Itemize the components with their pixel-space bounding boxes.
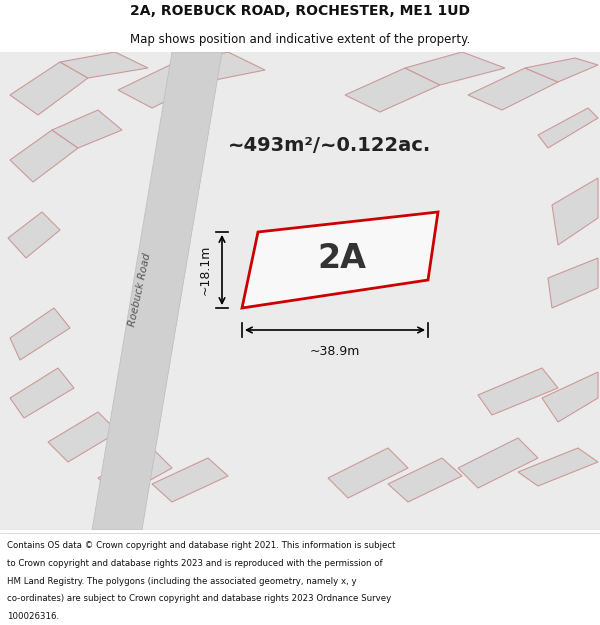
Text: to Crown copyright and database rights 2023 and is reproduced with the permissio: to Crown copyright and database rights 2… bbox=[7, 559, 383, 568]
Polygon shape bbox=[242, 212, 438, 308]
Text: ~18.1m: ~18.1m bbox=[199, 245, 212, 295]
Polygon shape bbox=[388, 458, 462, 502]
Polygon shape bbox=[518, 448, 598, 486]
Polygon shape bbox=[52, 110, 122, 148]
Polygon shape bbox=[10, 308, 70, 360]
Text: 100026316.: 100026316. bbox=[7, 612, 59, 621]
Polygon shape bbox=[548, 258, 598, 308]
Polygon shape bbox=[10, 130, 78, 182]
Polygon shape bbox=[60, 52, 148, 78]
Polygon shape bbox=[538, 108, 598, 148]
Polygon shape bbox=[170, 52, 265, 82]
Polygon shape bbox=[10, 62, 88, 115]
Text: Contains OS data © Crown copyright and database right 2021. This information is : Contains OS data © Crown copyright and d… bbox=[7, 541, 396, 551]
Polygon shape bbox=[468, 68, 558, 110]
Text: ~38.9m: ~38.9m bbox=[310, 345, 360, 358]
Text: Map shows position and indicative extent of the property.: Map shows position and indicative extent… bbox=[130, 32, 470, 46]
Polygon shape bbox=[328, 448, 408, 498]
Text: 2A: 2A bbox=[317, 241, 366, 274]
Polygon shape bbox=[118, 65, 205, 108]
Polygon shape bbox=[345, 68, 440, 112]
Text: Roebuck Road: Roebuck Road bbox=[127, 253, 152, 328]
Text: HM Land Registry. The polygons (including the associated geometry, namely x, y: HM Land Registry. The polygons (includin… bbox=[7, 576, 357, 586]
Text: co-ordinates) are subject to Crown copyright and database rights 2023 Ordnance S: co-ordinates) are subject to Crown copyr… bbox=[7, 594, 391, 603]
Polygon shape bbox=[542, 372, 598, 422]
Polygon shape bbox=[478, 368, 558, 415]
Polygon shape bbox=[458, 438, 538, 488]
Text: 2A, ROEBUCK ROAD, ROCHESTER, ME1 1UD: 2A, ROEBUCK ROAD, ROCHESTER, ME1 1UD bbox=[130, 4, 470, 19]
Polygon shape bbox=[525, 58, 598, 82]
Polygon shape bbox=[98, 448, 172, 498]
Polygon shape bbox=[152, 458, 228, 502]
Polygon shape bbox=[92, 52, 222, 530]
Polygon shape bbox=[48, 412, 118, 462]
Text: ~493m²/~0.122ac.: ~493m²/~0.122ac. bbox=[229, 136, 431, 154]
Polygon shape bbox=[405, 52, 505, 85]
Polygon shape bbox=[8, 212, 60, 258]
Polygon shape bbox=[552, 178, 598, 245]
Polygon shape bbox=[10, 368, 74, 418]
